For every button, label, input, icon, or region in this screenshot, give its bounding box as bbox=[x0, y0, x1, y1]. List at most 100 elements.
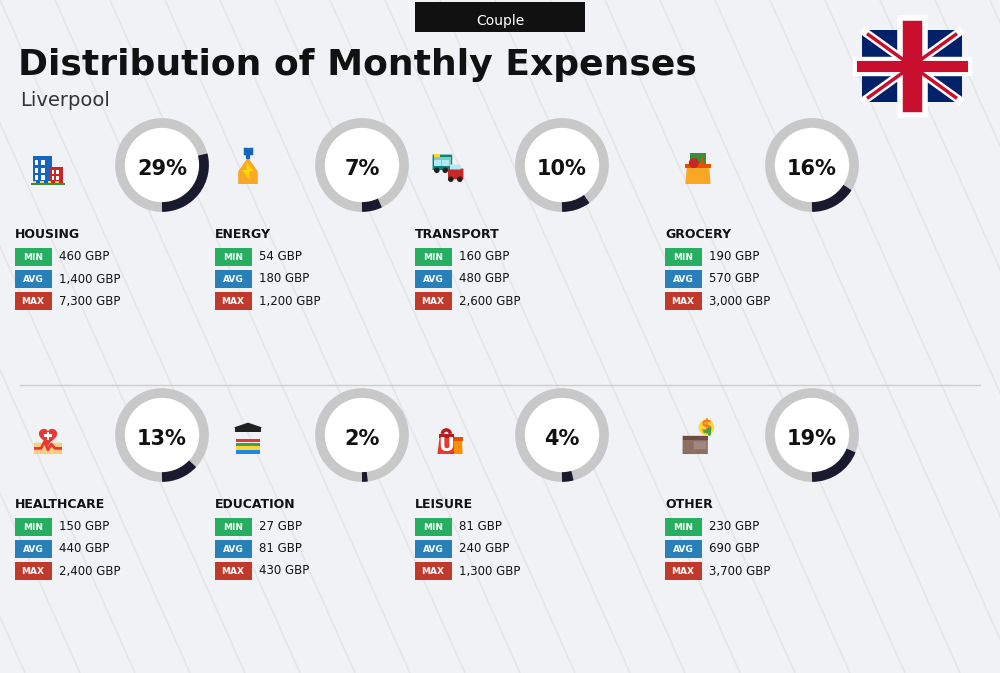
Text: Liverpool: Liverpool bbox=[20, 90, 110, 110]
FancyBboxPatch shape bbox=[434, 154, 440, 157]
Text: 2,400 GBP: 2,400 GBP bbox=[59, 565, 120, 577]
Text: MAX: MAX bbox=[672, 567, 694, 575]
FancyBboxPatch shape bbox=[214, 248, 252, 266]
FancyBboxPatch shape bbox=[415, 2, 585, 32]
Text: 570 GBP: 570 GBP bbox=[709, 273, 759, 285]
Text: ENERGY: ENERGY bbox=[215, 229, 271, 242]
Text: 29%: 29% bbox=[137, 159, 187, 179]
FancyBboxPatch shape bbox=[52, 176, 54, 180]
Text: TRANSPORT: TRANSPORT bbox=[415, 229, 500, 242]
Polygon shape bbox=[234, 423, 262, 432]
FancyBboxPatch shape bbox=[14, 270, 52, 288]
Text: MAX: MAX bbox=[22, 297, 44, 306]
Text: MIN: MIN bbox=[23, 252, 43, 262]
FancyBboxPatch shape bbox=[214, 562, 252, 580]
FancyBboxPatch shape bbox=[664, 292, 702, 310]
Text: 81 GBP: 81 GBP bbox=[259, 542, 302, 555]
Text: 430 GBP: 430 GBP bbox=[259, 565, 309, 577]
FancyBboxPatch shape bbox=[415, 248, 452, 266]
Text: MIN: MIN bbox=[223, 522, 243, 532]
FancyBboxPatch shape bbox=[451, 437, 463, 441]
Text: 160 GBP: 160 GBP bbox=[459, 250, 509, 264]
Text: 3,000 GBP: 3,000 GBP bbox=[709, 295, 770, 308]
Circle shape bbox=[442, 168, 448, 173]
FancyBboxPatch shape bbox=[683, 436, 708, 454]
Circle shape bbox=[320, 123, 404, 207]
Circle shape bbox=[120, 393, 204, 477]
FancyBboxPatch shape bbox=[50, 167, 63, 184]
FancyBboxPatch shape bbox=[450, 164, 461, 170]
FancyBboxPatch shape bbox=[442, 160, 449, 166]
Text: AVG: AVG bbox=[223, 544, 243, 553]
Text: 3,700 GBP: 3,700 GBP bbox=[709, 565, 770, 577]
FancyBboxPatch shape bbox=[41, 168, 45, 172]
Text: MIN: MIN bbox=[673, 522, 693, 532]
FancyBboxPatch shape bbox=[47, 432, 49, 440]
Text: MAX: MAX bbox=[422, 567, 444, 575]
Text: HOUSING: HOUSING bbox=[15, 229, 80, 242]
FancyBboxPatch shape bbox=[685, 164, 711, 168]
FancyBboxPatch shape bbox=[236, 450, 260, 454]
FancyBboxPatch shape bbox=[214, 518, 252, 536]
Text: 81 GBP: 81 GBP bbox=[459, 520, 502, 534]
Text: 230 GBP: 230 GBP bbox=[709, 520, 759, 534]
Text: 1,400 GBP: 1,400 GBP bbox=[59, 273, 120, 285]
FancyBboxPatch shape bbox=[55, 180, 59, 184]
Text: MIN: MIN bbox=[423, 522, 443, 532]
FancyBboxPatch shape bbox=[14, 248, 52, 266]
Circle shape bbox=[689, 158, 699, 168]
Text: GROCERY: GROCERY bbox=[665, 229, 731, 242]
FancyBboxPatch shape bbox=[35, 160, 38, 165]
Circle shape bbox=[448, 176, 454, 182]
FancyBboxPatch shape bbox=[40, 180, 44, 184]
Circle shape bbox=[457, 176, 463, 182]
FancyBboxPatch shape bbox=[415, 562, 452, 580]
Text: Distribution of Monthly Expenses: Distribution of Monthly Expenses bbox=[18, 48, 697, 82]
Text: $: $ bbox=[701, 418, 712, 436]
Text: 150 GBP: 150 GBP bbox=[59, 520, 109, 534]
Circle shape bbox=[770, 393, 854, 477]
Text: 27 GBP: 27 GBP bbox=[259, 520, 302, 534]
FancyBboxPatch shape bbox=[236, 443, 260, 446]
Circle shape bbox=[520, 123, 604, 207]
FancyBboxPatch shape bbox=[14, 540, 52, 558]
Text: AVG: AVG bbox=[23, 275, 43, 283]
Text: HEALTHCARE: HEALTHCARE bbox=[15, 499, 105, 511]
Text: 180 GBP: 180 GBP bbox=[259, 273, 309, 285]
Polygon shape bbox=[699, 156, 705, 167]
Text: LEISURE: LEISURE bbox=[415, 499, 473, 511]
Text: 2%: 2% bbox=[344, 429, 380, 449]
Text: OTHER: OTHER bbox=[665, 499, 713, 511]
FancyBboxPatch shape bbox=[236, 446, 260, 450]
Polygon shape bbox=[450, 440, 463, 454]
FancyBboxPatch shape bbox=[14, 562, 52, 580]
Text: 190 GBP: 190 GBP bbox=[709, 250, 759, 264]
FancyBboxPatch shape bbox=[439, 434, 454, 437]
Text: AVG: AVG bbox=[673, 275, 693, 283]
Text: 480 GBP: 480 GBP bbox=[459, 273, 509, 285]
Text: 7,300 GBP: 7,300 GBP bbox=[59, 295, 120, 308]
Text: AVG: AVG bbox=[673, 544, 693, 553]
FancyBboxPatch shape bbox=[415, 518, 452, 536]
Circle shape bbox=[320, 393, 404, 477]
Polygon shape bbox=[685, 167, 711, 184]
FancyBboxPatch shape bbox=[433, 155, 452, 170]
FancyBboxPatch shape bbox=[664, 248, 702, 266]
Text: 690 GBP: 690 GBP bbox=[709, 542, 759, 555]
Polygon shape bbox=[40, 429, 56, 445]
Text: U: U bbox=[438, 436, 454, 455]
Text: AVG: AVG bbox=[23, 544, 43, 553]
FancyBboxPatch shape bbox=[434, 160, 441, 166]
FancyBboxPatch shape bbox=[48, 180, 51, 184]
FancyBboxPatch shape bbox=[56, 176, 59, 180]
Text: MIN: MIN bbox=[423, 252, 443, 262]
Text: MAX: MAX bbox=[422, 297, 444, 306]
FancyBboxPatch shape bbox=[415, 292, 452, 310]
Text: 54 GBP: 54 GBP bbox=[259, 250, 302, 264]
FancyBboxPatch shape bbox=[664, 540, 702, 558]
FancyBboxPatch shape bbox=[35, 168, 38, 172]
FancyBboxPatch shape bbox=[664, 270, 702, 288]
Text: MAX: MAX bbox=[222, 567, 244, 575]
FancyBboxPatch shape bbox=[52, 170, 54, 174]
Text: MAX: MAX bbox=[672, 297, 694, 306]
